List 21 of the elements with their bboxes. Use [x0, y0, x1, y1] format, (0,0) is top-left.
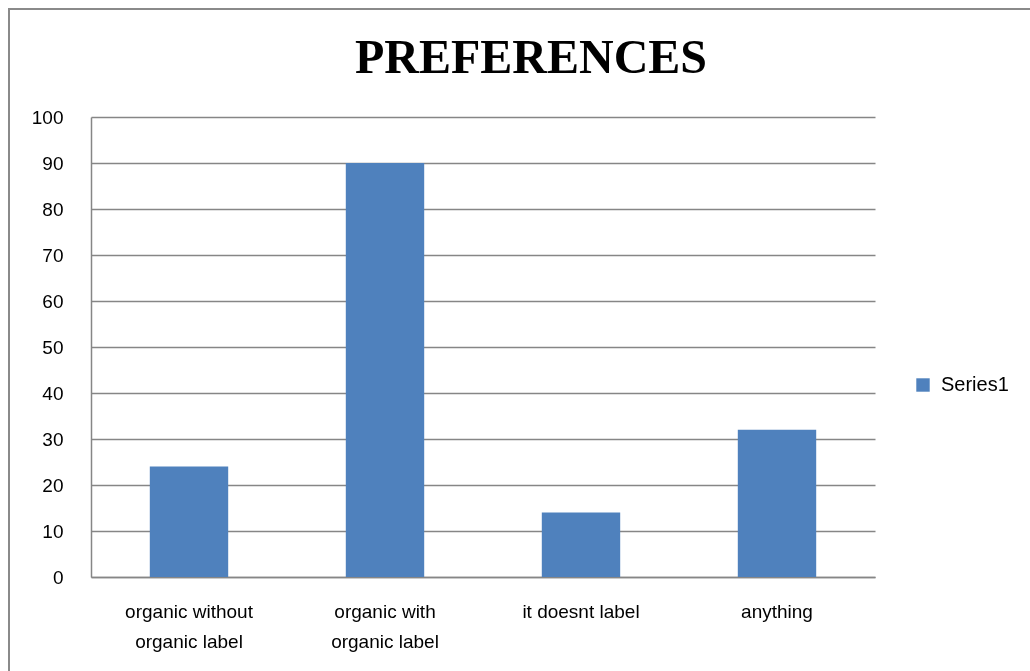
y-tick-label: 40: [42, 382, 64, 404]
bar: [541, 512, 621, 577]
x-tick-label: organic with organic label: [331, 600, 439, 652]
y-tick-label: 0: [52, 566, 64, 588]
x-tick-label: it doesnt label: [522, 600, 640, 622]
y-tick-label: 20: [42, 474, 64, 496]
y-tick-label: 10: [42, 520, 64, 542]
bar: [737, 429, 817, 577]
y-tick-label: 50: [42, 336, 64, 358]
y-tick-label: 90: [42, 152, 64, 174]
bar: [149, 466, 229, 577]
y-tick-label: 80: [42, 198, 64, 220]
legend-label: Series1: [941, 373, 1009, 395]
y-tick-label: 70: [42, 244, 64, 266]
y-tick-label: 60: [42, 290, 64, 312]
chart-title: PREFERENCES: [354, 30, 708, 83]
x-tick-label: organic without organic label: [125, 600, 254, 652]
y-tick-label: 30: [42, 428, 64, 450]
y-tick-label: 100: [31, 106, 64, 128]
bar: [345, 163, 425, 577]
x-tick-label: anything: [741, 600, 813, 622]
